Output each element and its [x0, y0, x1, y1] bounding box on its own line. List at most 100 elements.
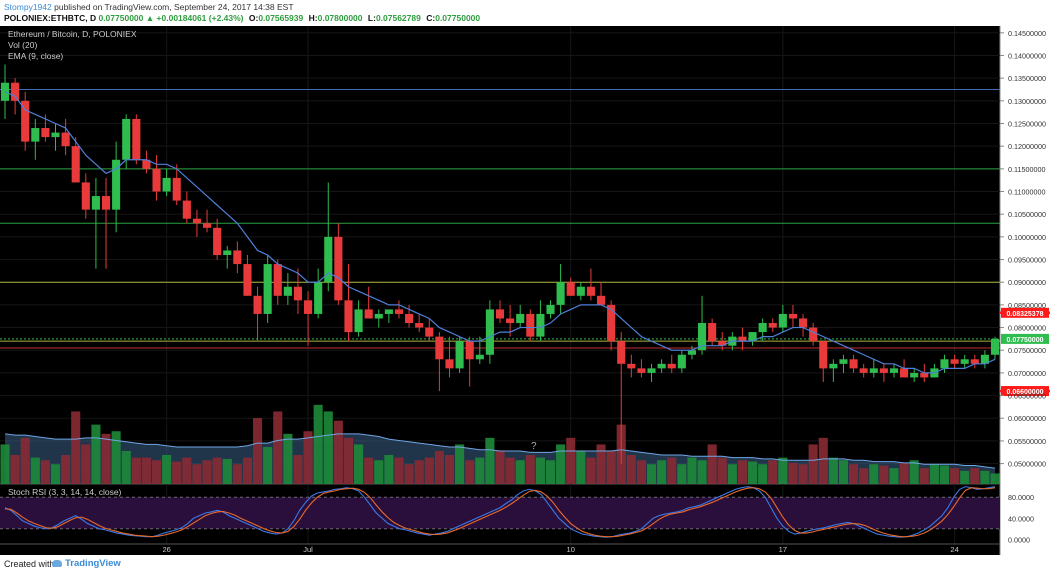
candle-body [485, 309, 494, 355]
close-label: C: [426, 13, 436, 23]
volume-bar [384, 454, 394, 484]
volume-bar [899, 462, 909, 484]
candle-body [718, 341, 727, 346]
price-axis[interactable]: 0.14500000 0.14000000 0.13500000 0.13000000… [1000, 29, 1046, 545]
volume-bar [849, 464, 859, 484]
candle-body [41, 128, 50, 138]
candle-body [334, 236, 343, 301]
volume-bar [141, 457, 151, 484]
candle-body [122, 118, 131, 160]
candle-body [11, 82, 20, 101]
candle-body [879, 368, 888, 373]
candle-body [920, 372, 929, 378]
candle-body [435, 336, 444, 360]
open-label: O: [248, 13, 259, 23]
volume-bar [596, 444, 606, 484]
candle-body [556, 282, 565, 305]
candle-body [61, 132, 70, 147]
volume-bar [586, 457, 596, 484]
price-tick-label: 0.11000000 [1008, 188, 1045, 197]
candle-body [546, 304, 555, 314]
candle-body [859, 368, 868, 373]
price-tick-label: 0.07000000 [1008, 369, 1046, 378]
volume-bar [919, 468, 929, 484]
volume-bar [40, 460, 50, 484]
stoch-label: Stoch RSI (3, 3, 14, 14, close) [8, 487, 122, 497]
volume-bar [374, 460, 384, 484]
volume-bar [182, 457, 192, 484]
publish-info: Stompy1942 published on TradingView.com,… [4, 2, 294, 12]
candle-body [758, 323, 767, 333]
volume-bar [879, 465, 889, 484]
volume-bar [717, 457, 727, 484]
time-tick-label: 24 [950, 545, 958, 554]
volume-bar [50, 464, 61, 484]
volume-bar [525, 454, 535, 484]
price-change: ▲ +0.00184061 (+2.43%) [145, 13, 244, 23]
stoch-band [0, 497, 1000, 529]
volume-bar [869, 464, 879, 484]
candle-body [394, 309, 404, 314]
volume-bar [950, 468, 960, 484]
tradingview-logo[interactable]: TradingView [52, 558, 121, 569]
volume-bars [0, 404, 1000, 484]
candle-body [364, 309, 373, 319]
price-tick-label: 0.13500000 [1008, 74, 1046, 83]
candle-body [415, 323, 424, 328]
candle-body [809, 327, 818, 342]
volume-bar [444, 454, 455, 484]
volume-bar [545, 460, 556, 484]
grid [0, 26, 1000, 544]
candle-body [910, 372, 919, 378]
candle-body [172, 177, 181, 201]
price-tick-label: 0.12500000 [1008, 119, 1046, 128]
candle-body [51, 132, 60, 138]
current-price-label-box [1001, 333, 1049, 344]
candle-body [849, 359, 858, 369]
volume-bar [414, 460, 424, 484]
footer: Created with TradingView [0, 555, 1050, 575]
volume-bar [263, 447, 273, 484]
volume-bar [455, 444, 465, 484]
legend-volume: Vol (20) [8, 40, 37, 50]
candle-body [223, 250, 232, 255]
volume-bar [475, 457, 485, 484]
candle-body [738, 336, 747, 342]
volume-bar [929, 464, 939, 484]
volume-bar [727, 464, 737, 484]
price-tick-label: 0.05500000 [1008, 437, 1046, 446]
volume-bar [505, 457, 515, 484]
candle-body [233, 250, 242, 265]
candle-body [677, 354, 686, 369]
candle-body [950, 359, 959, 364]
symbol-line: POLONIEX:ETHBTC, D [4, 13, 97, 23]
candle-body [273, 264, 282, 296]
volume-bar [283, 433, 293, 484]
candle-body [990, 338, 1000, 355]
candle-body [697, 323, 707, 351]
volume-bar [323, 411, 333, 484]
volume-bar [303, 431, 313, 484]
author-link[interactable]: Stompy1942 [4, 2, 52, 12]
candle-body [596, 295, 606, 305]
candle-body [142, 159, 151, 169]
price-scale-background [1000, 26, 1050, 555]
price-tick-label: 0.08000000 [1008, 324, 1046, 333]
volume-bar [131, 457, 141, 484]
volume-bar [808, 444, 818, 484]
candle-body [374, 313, 383, 319]
stoch-rsi-pane [0, 486, 1000, 538]
volume-bar [758, 464, 768, 484]
last-price: 0.07750000 [98, 13, 144, 23]
candle-body [91, 196, 100, 210]
candle-body [81, 182, 90, 210]
chart-area[interactable]: 0.08325378 0.06600000 0.07750000 0.1450000… [0, 26, 1050, 555]
candle-body [970, 359, 979, 364]
time-axis[interactable]: 26Jul101724Aug7142128Sep41118 [0, 543, 1050, 554]
price-tick-label: 0.05000000 [1008, 460, 1046, 469]
candle-body [152, 168, 161, 192]
price-tick-label: 0.06500000 [1008, 392, 1046, 401]
volume-bar [535, 457, 545, 484]
candle-body [21, 100, 30, 142]
volume-bar [788, 462, 798, 484]
